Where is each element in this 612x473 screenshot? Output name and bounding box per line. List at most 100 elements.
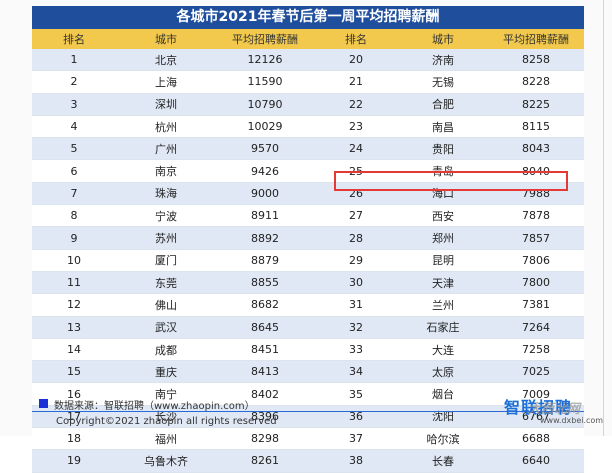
table-row: 15 重庆 8413 34 太原 7025 (32, 360, 584, 384)
copyright-text: Copyright©2021 zhaopin all rights reserv… (56, 416, 277, 427)
cell-salary: 8855 (216, 271, 314, 295)
header-salary: 平均招聘薪酬 (216, 29, 314, 49)
cell-rank: 16 (32, 382, 116, 406)
cell-city: 长春 (398, 449, 488, 473)
table-row: 5 广州 9570 24 贵阳 8043 (32, 137, 584, 161)
header-city: 城市 (398, 29, 488, 49)
cell-city: 武汉 (116, 316, 216, 339)
cell-city: 长沙 (116, 405, 216, 429)
cell-city: 太原 (398, 360, 488, 384)
cell-salary: 8451 (216, 338, 314, 362)
cell-city: 成都 (116, 338, 216, 362)
cell-rank: 37 (314, 427, 398, 451)
cell-city: 郑州 (398, 226, 488, 250)
salary-table: 排名 城市 平均招聘薪酬 排名 城市 平均招聘薪酬 1 北京 12126 20 济南 82… (32, 29, 584, 473)
cell-salary: 8879 (216, 249, 314, 272)
cell-rank: 5 (32, 137, 116, 161)
cell-salary: 6640 (488, 449, 584, 473)
table-row: 13 武汉 8645 32 石家庄 7264 (32, 316, 584, 339)
table-row: 2 上海 11590 21 无锡 8228 (32, 70, 584, 94)
header-rank: 排名 (32, 29, 116, 49)
table-row: 6 南京 9426 25 青岛 8040 (32, 159, 584, 183)
cell-rank: 7 (32, 182, 116, 206)
cell-salary: 11590 (216, 70, 314, 94)
cell-salary: 8225 (488, 93, 584, 116)
cell-salary: 7381 (488, 293, 584, 317)
cell-salary: 8261 (216, 449, 314, 473)
cell-rank: 35 (314, 382, 398, 406)
cell-rank: 31 (314, 293, 398, 317)
cell-rank: 27 (314, 204, 398, 228)
cell-rank: 33 (314, 338, 398, 362)
cell-salary: 6688 (488, 427, 584, 451)
blue-square-icon (39, 399, 48, 408)
cell-salary: 8396 (216, 405, 314, 429)
cell-salary: 9570 (216, 137, 314, 161)
cell-salary: 6767 (488, 405, 584, 429)
header-city: 城市 (116, 29, 216, 49)
cell-city: 天津 (398, 271, 488, 295)
cell-salary: 7264 (488, 316, 584, 339)
cell-city: 重庆 (116, 360, 216, 384)
cell-city: 厦门 (116, 249, 216, 272)
cell-salary: 8115 (488, 115, 584, 139)
cell-rank: 30 (314, 271, 398, 295)
cell-salary: 8298 (216, 427, 314, 451)
cell-rank: 18 (32, 427, 116, 451)
cell-salary: 8402 (216, 382, 314, 406)
cell-rank: 17 (32, 405, 116, 429)
table-row: 16 南宁 8402 35 烟台 7009 (32, 382, 584, 406)
cell-salary: 8040 (488, 159, 584, 183)
table-title: 各城市2021年春节后第一周平均招聘薪酬 (32, 6, 584, 29)
table-row: 18 福州 8298 37 哈尔滨 6688 (32, 427, 584, 451)
cell-salary: 10790 (216, 93, 314, 116)
table-row: 4 杭州 10029 23 南昌 8115 (32, 115, 584, 139)
cell-salary: 10029 (216, 115, 314, 139)
cell-city: 贵阳 (398, 137, 488, 161)
cell-salary: 8228 (488, 70, 584, 94)
cell-salary: 8911 (216, 204, 314, 228)
cell-salary: 7878 (488, 204, 584, 228)
cell-city: 合肥 (398, 93, 488, 116)
cell-salary: 9426 (216, 159, 314, 183)
table-header-row: 排名 城市 平均招聘薪酬 排名 城市 平均招聘薪酬 (32, 29, 584, 49)
cell-city: 东莞 (116, 271, 216, 295)
cell-city: 无锡 (398, 70, 488, 94)
cell-city: 烟台 (398, 382, 488, 406)
cell-city: 福州 (116, 427, 216, 451)
cell-city: 上海 (116, 70, 216, 94)
cell-city: 昆明 (398, 249, 488, 272)
source-note: 数据来源：智联招聘（www.zhaopin.com） (54, 401, 255, 412)
table-row: 10 厦门 8879 29 昆明 7806 (32, 249, 584, 272)
cell-city: 广州 (116, 137, 216, 161)
cell-salary: 7806 (488, 249, 584, 272)
watermark-url: www.dxbei.com (540, 416, 604, 425)
cell-rank: 38 (314, 449, 398, 473)
table-row: 14 成都 8451 33 大连 7258 (32, 338, 584, 362)
cell-city: 沈阳 (398, 405, 488, 429)
cell-city: 南京 (116, 159, 216, 183)
cell-rank: 4 (32, 115, 116, 139)
cell-rank: 19 (32, 449, 116, 473)
table-row: 8 宁波 8911 27 西安 7878 (32, 204, 584, 228)
cell-rank: 9 (32, 226, 116, 250)
cell-rank: 10 (32, 249, 116, 272)
cell-city: 济南 (398, 49, 488, 72)
cell-rank: 36 (314, 405, 398, 429)
cell-salary: 8413 (216, 360, 314, 384)
table-row: 12 佛山 8682 31 兰州 7381 (32, 293, 584, 317)
cell-city: 北京 (116, 49, 216, 72)
zhaopin-logo: 智联招聘 (504, 398, 573, 417)
cell-salary: 7800 (488, 271, 584, 295)
cell-city: 兰州 (398, 293, 488, 317)
cell-rank: 25 (314, 159, 398, 183)
cell-city: 佛山 (116, 293, 216, 317)
cell-city: 西安 (398, 204, 488, 228)
cell-salary: 8258 (488, 49, 584, 72)
cell-rank: 20 (314, 49, 398, 72)
cell-salary: 8043 (488, 137, 584, 161)
cell-city: 青岛 (398, 159, 488, 183)
table-row: 11 东莞 8855 30 天津 7800 (32, 271, 584, 295)
cell-salary: 12126 (216, 49, 314, 72)
cell-rank: 2 (32, 70, 116, 94)
